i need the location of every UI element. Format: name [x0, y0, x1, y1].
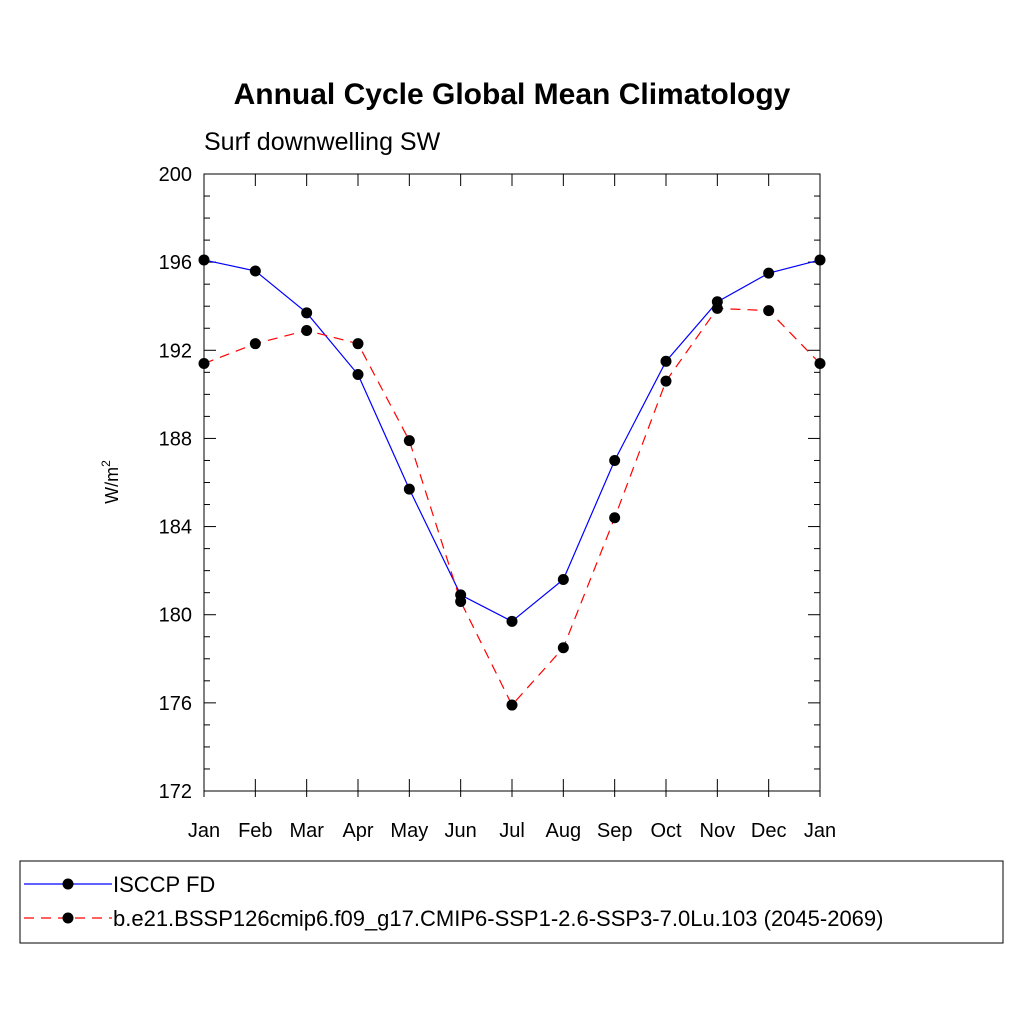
series-1-point: [557, 642, 569, 654]
x-tick-label: Oct: [650, 820, 682, 842]
y-tick-label: 184: [159, 517, 192, 539]
chart-title: Annual Cycle Global Mean Climatology: [234, 78, 791, 111]
series-1-point: [609, 512, 621, 524]
series-1-point: [763, 305, 775, 317]
series-line-1: [203, 307, 821, 707]
series-1-point: [711, 302, 723, 314]
y-axis-label-unit: W/m: [102, 467, 122, 504]
series-1-point: [506, 699, 518, 711]
series-layer: [198, 254, 826, 711]
series-line-0: [203, 259, 821, 623]
y-tick-label: 196: [159, 252, 192, 274]
series-0-point: [352, 369, 364, 381]
series-1-point: [352, 338, 364, 350]
series-0-point: [506, 615, 518, 627]
chart-subtitle: Surf downwelling SW: [204, 128, 441, 156]
plot-axes: 172 176 180 184 188 192 196 200 Jan Feb Mar Apr May J…: [159, 164, 837, 842]
series-0-point: [557, 573, 569, 585]
legend-marker-1: [62, 912, 74, 924]
x-tick-label: Jan: [804, 820, 836, 842]
legend: ISCCP FD b.e21.BSSP126cmip6.f09_g17.CMIP6…: [24, 872, 883, 931]
series-0-point: [249, 265, 261, 277]
series-0-point: [198, 254, 210, 266]
series-1-point: [814, 358, 826, 370]
series-0-point: [609, 454, 621, 466]
y-tick-label: 180: [159, 605, 192, 627]
series-1-point: [403, 435, 415, 447]
series-0-point: [403, 483, 415, 495]
x-tick-label: Sep: [597, 820, 633, 842]
y-axis-label-sup: 2: [99, 460, 113, 467]
series-1-point: [198, 358, 210, 370]
legend-marker-0: [62, 878, 74, 890]
x-tick-label: Nov: [700, 820, 736, 842]
series-1-point: [249, 338, 261, 350]
x-tick-label: Dec: [751, 820, 787, 842]
series-1-point: [455, 595, 467, 607]
y-axis-label: W/m2: [99, 460, 122, 504]
y-tick-label: 188: [159, 428, 192, 450]
x-tick-label: Jun: [445, 820, 477, 842]
x-tick-label: Apr: [342, 820, 373, 842]
x-tick-label: Jan: [188, 820, 220, 842]
x-tick-label: Feb: [238, 820, 272, 842]
x-tick-label: Mar: [289, 820, 324, 842]
plot-frame: [203, 173, 821, 792]
series-0-point: [814, 254, 826, 266]
series-1-point: [301, 324, 313, 336]
y-tick-label: 200: [159, 164, 192, 186]
series-0-point: [660, 355, 672, 367]
x-tick-label: Jul: [499, 820, 525, 842]
legend-box: [19, 860, 1004, 944]
x-tick-label: May: [390, 820, 428, 842]
series-0-point: [301, 307, 313, 319]
legend-label-0: ISCCP FD: [113, 872, 215, 897]
y-tick-label: 172: [159, 781, 192, 803]
series-0-point: [763, 267, 775, 279]
y-tick-label: 176: [159, 693, 192, 715]
series-1-point: [660, 375, 672, 387]
x-tick-label: Aug: [546, 820, 582, 842]
legend-label-1: b.e21.BSSP126cmip6.f09_g17.CMIP6-SSP1-2.…: [113, 906, 883, 931]
y-tick-label: 192: [159, 340, 192, 362]
